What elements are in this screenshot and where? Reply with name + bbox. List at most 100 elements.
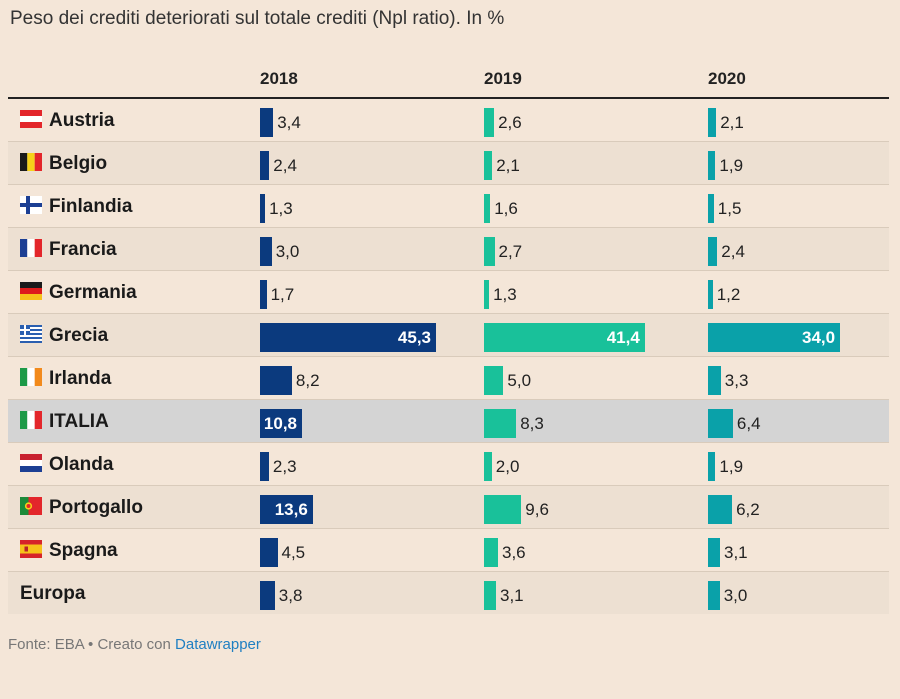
column-header-2020: 2020	[708, 69, 746, 88]
bar-2018	[260, 409, 302, 438]
bar-2020	[708, 581, 720, 610]
table-row: Germania 1,7 1,3 1,2	[8, 271, 889, 314]
table-row: Irlanda 8,2 5,0 3,3	[8, 357, 889, 400]
italy-flag-icon	[20, 411, 42, 429]
bar-2020	[708, 194, 714, 223]
country-label: Olanda	[49, 454, 114, 475]
bar-2019	[484, 452, 492, 481]
bar-2018	[260, 581, 275, 610]
bar-2019	[484, 323, 645, 352]
bar-2019	[484, 495, 522, 524]
belgium-flag-icon	[20, 153, 42, 171]
table-row: Portogallo 13,6 9,6 6,2	[8, 486, 889, 529]
value-label-2018: 1,3	[269, 199, 293, 218]
value-label-2018: 4,5	[281, 543, 306, 562]
value-label-2020: 1,9	[719, 457, 744, 476]
bar-2020	[708, 366, 721, 395]
value-label-2018: 8,2	[295, 371, 320, 390]
value-label-2019: 9,6	[525, 500, 549, 519]
bar-2018	[260, 366, 292, 395]
portugal-flag-icon	[20, 497, 42, 515]
value-label-2018: 10,8	[263, 414, 297, 433]
value-label-2018: 13,6	[274, 500, 308, 519]
value-label-2019: 2,0	[495, 457, 520, 476]
country-label: Spagna	[49, 540, 118, 561]
value-label-2018: 1,7	[270, 285, 295, 304]
table-body: Austria 3,4 2,6 2,1 Belgio 2,4 2,1 1,9 Finlandia…	[8, 99, 889, 614]
bar-2018	[260, 280, 267, 309]
value-label-2018: 45,3	[397, 328, 431, 347]
bar-2019	[484, 538, 498, 567]
value-label-2020: 34,0	[802, 328, 836, 347]
value-label-2020: 2,4	[721, 242, 745, 261]
bar-2020	[708, 409, 733, 438]
datawrapper-link[interactable]: Datawrapper	[175, 636, 261, 653]
netherlands-flag-icon	[20, 454, 42, 472]
value-label-2020: 2,1	[720, 113, 744, 132]
value-label-2020: 1,9	[719, 156, 744, 175]
bar-2018	[260, 538, 278, 567]
country-label: Portogallo	[49, 497, 143, 518]
column-header-2018: 2018	[260, 69, 298, 88]
country-label: Europa	[20, 583, 86, 604]
country-label: Grecia	[49, 325, 109, 346]
country-label: Austria	[49, 110, 115, 131]
table-row: Francia 3,0 2,7 2,4	[8, 228, 889, 271]
value-label-2018: 3,8	[278, 586, 303, 605]
table-row: ITALIA 10,8 8,3 6,4	[8, 400, 889, 443]
bar-2019	[484, 108, 495, 137]
table-row: Europa 3,8 3,1 3,0	[8, 572, 889, 614]
table-row: Grecia 45,3 41,4 34,0	[8, 314, 889, 357]
bar-2018	[260, 194, 266, 223]
country-label: Finlandia	[49, 196, 133, 217]
value-label-2019: 3,6	[502, 543, 526, 562]
france-flag-icon	[20, 239, 42, 257]
bar-2018	[260, 323, 436, 352]
table-row: Austria 3,4 2,6 2,1	[8, 99, 889, 142]
value-label-2019: 3,1	[500, 586, 524, 605]
table-row: Olanda 2,3 2,0 1,9	[8, 443, 889, 486]
bar-2019	[484, 194, 491, 223]
bar-2019	[484, 366, 504, 395]
value-label-2018: 2,3	[272, 457, 297, 476]
bar-2018	[260, 452, 269, 481]
bar-2019	[484, 581, 496, 610]
austria-flag-icon	[20, 110, 42, 128]
bar-2018	[260, 151, 270, 180]
value-label-2019: 1,6	[494, 199, 518, 218]
country-label: Irlanda	[49, 368, 112, 389]
bar-2019	[484, 237, 495, 266]
source-note: Fonte: EBA • Creato con Datawrapper	[8, 636, 261, 653]
country-label: Francia	[49, 239, 117, 260]
bar-2019	[484, 409, 517, 438]
greece-flag-icon	[20, 325, 42, 343]
bar-2020	[708, 151, 716, 180]
value-label-2020: 1,5	[717, 199, 742, 218]
bar-2018	[260, 108, 274, 137]
finland-flag-icon	[20, 196, 42, 214]
country-label: Belgio	[49, 153, 108, 174]
column-header-2019: 2019	[484, 69, 522, 88]
header-rule	[8, 97, 889, 99]
value-label-2018: 3,0	[275, 242, 300, 261]
bar-2020	[708, 280, 713, 309]
value-label-2019: 5,0	[507, 371, 532, 390]
value-label-2019: 2,7	[498, 242, 523, 261]
country-label: ITALIA	[49, 411, 109, 432]
table-row: Finlandia 1,3 1,6 1,5	[8, 185, 889, 228]
country-label: Germania	[49, 282, 137, 303]
value-label-2018: 2,4	[273, 156, 297, 175]
value-label-2020: 3,3	[724, 371, 749, 390]
bar-2020	[708, 452, 716, 481]
bar-2020	[708, 495, 733, 524]
value-label-2019: 41,4	[606, 328, 640, 347]
bar-2020	[708, 538, 720, 567]
value-label-2020: 3,0	[723, 586, 748, 605]
table-row: Belgio 2,4 2,1 1,9	[8, 142, 889, 185]
value-label-2020: 6,4	[736, 414, 761, 433]
bar-2020	[708, 323, 841, 352]
value-label-2019: 2,6	[498, 113, 522, 132]
bar-2018	[260, 495, 313, 524]
chart-title: Peso dei crediti deteriorati sul totale …	[10, 8, 505, 29]
table-row: Spagna 4,5 3,6 3,1	[8, 529, 889, 572]
